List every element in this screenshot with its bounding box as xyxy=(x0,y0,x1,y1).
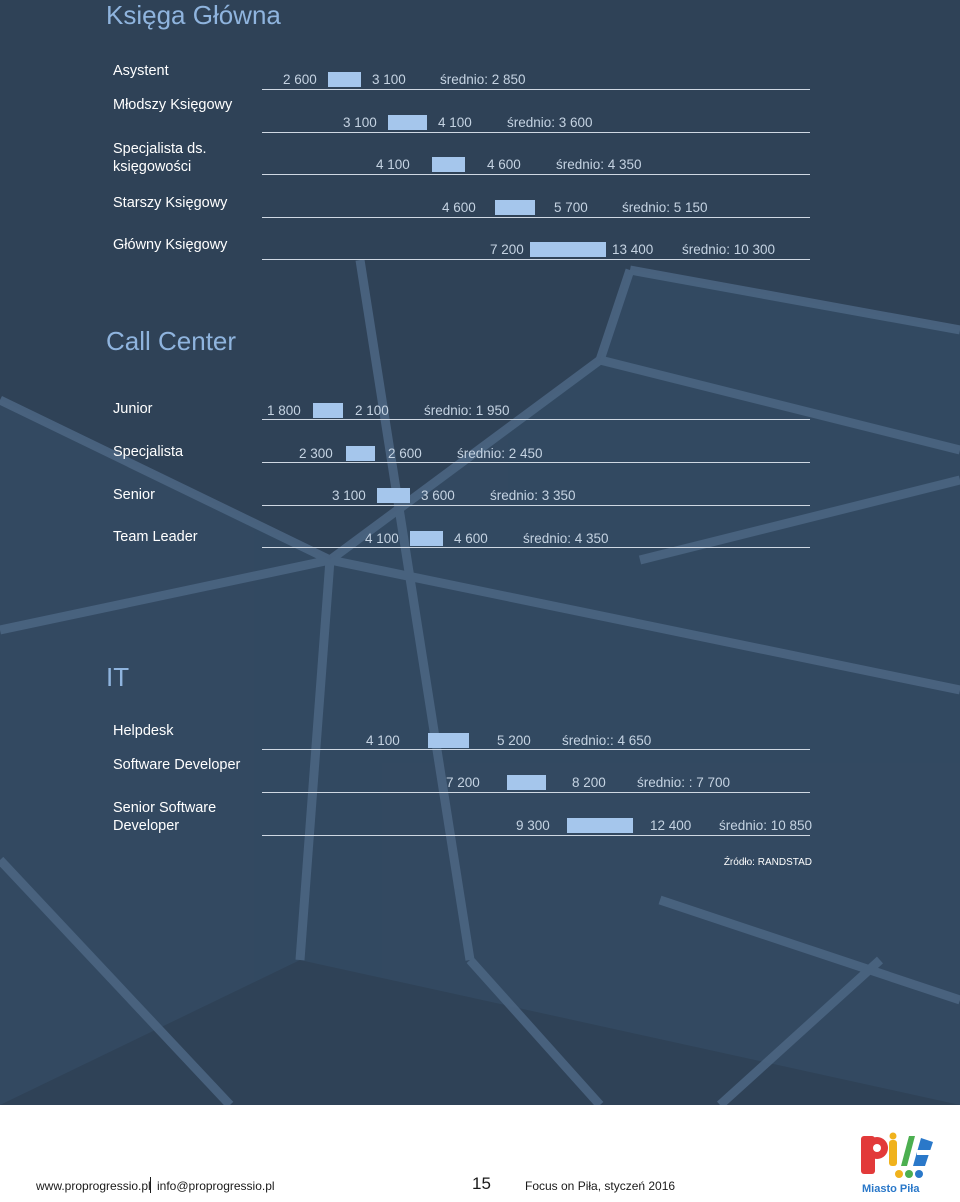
section-title-it: IT xyxy=(106,662,130,692)
max-value: 3 600 xyxy=(421,488,455,503)
max-value: 4 600 xyxy=(487,157,521,172)
min-value: 2 300 xyxy=(299,446,333,461)
row-label: Specjalista xyxy=(113,444,184,460)
max-value: 5 700 xyxy=(554,200,588,215)
row-rule xyxy=(262,835,810,836)
range-bar xyxy=(530,242,606,257)
row-rule xyxy=(262,174,810,175)
max-value: 13 400 xyxy=(612,242,654,257)
row-rule xyxy=(262,749,810,750)
max-value: 3 100 xyxy=(372,72,406,87)
footer-website-link[interactable]: www.proprogressio.pl xyxy=(36,1179,151,1193)
source-note: Źródło: RANDSTAD xyxy=(723,857,812,868)
max-value: 2 100 xyxy=(355,403,389,418)
range-bar xyxy=(432,157,465,172)
row-label: Software Developer xyxy=(113,757,241,773)
range-bar xyxy=(428,733,469,748)
row-label: Główny Księgowy xyxy=(113,237,228,253)
chart-panel: Księga Główna Asystent 2 600 3 100 średn… xyxy=(0,0,960,1105)
row-rule xyxy=(262,217,810,218)
row-label: Starszy Księgowy xyxy=(113,195,228,211)
row-rule xyxy=(262,547,810,548)
average-value: średnio: 4 350 xyxy=(523,531,609,546)
row-label: Specjalista ds. księgowości xyxy=(113,141,207,175)
range-bar xyxy=(506,775,546,790)
average-value: średnio: 2 450 xyxy=(457,446,543,461)
min-value: 3 100 xyxy=(332,488,366,503)
row-label: Junior xyxy=(113,401,153,417)
section-title-ksiega: Księga Główna xyxy=(106,0,281,30)
row-label: Helpdesk xyxy=(113,723,174,739)
row-label: Senior xyxy=(113,487,155,503)
range-bar xyxy=(566,818,634,833)
page-number: 15 xyxy=(472,1174,491,1193)
max-value: 4 100 xyxy=(438,115,472,130)
logo-text: Miasto Piła xyxy=(862,1183,920,1195)
section-title-callcenter: Call Center xyxy=(106,326,237,356)
average-value: średnio: 3 350 xyxy=(490,488,576,503)
footer-email-link[interactable]: info@proprogressio.pl xyxy=(157,1179,275,1193)
row-rule xyxy=(262,462,810,463)
range-bar xyxy=(494,200,536,215)
average-value: średnio: 10 850 xyxy=(719,818,813,833)
range-bar xyxy=(328,72,361,87)
row-rule xyxy=(262,419,810,420)
background-lines-decoration xyxy=(0,259,960,1105)
max-value: 2 600 xyxy=(388,446,422,461)
average-value: średnio: 10 300 xyxy=(682,242,776,257)
footer-publication: Focus on Piła, styczeń 2016 xyxy=(525,1179,676,1193)
row-rule xyxy=(262,132,810,133)
max-value: 5 200 xyxy=(497,733,531,748)
row-rule xyxy=(262,89,810,90)
min-value: 9 300 xyxy=(516,818,550,833)
min-value: 4 600 xyxy=(442,200,476,215)
miasto-pila-logo-icon xyxy=(861,1132,933,1178)
min-value: 7 200 xyxy=(490,242,524,257)
min-value: 2 600 xyxy=(283,72,317,87)
footer-separator xyxy=(150,1177,151,1193)
average-value: średnio: : 7 700 xyxy=(637,775,731,790)
row-label: Asystent xyxy=(113,63,169,79)
average-value: średnio:: 4 650 xyxy=(562,733,652,748)
range-bar xyxy=(377,488,410,503)
min-value: 4 100 xyxy=(365,531,399,546)
min-value: 1 800 xyxy=(267,403,301,418)
range-bar xyxy=(410,531,443,546)
min-value: 4 100 xyxy=(376,157,410,172)
min-value: 3 100 xyxy=(343,115,377,130)
range-bar xyxy=(345,446,376,461)
max-value: 4 600 xyxy=(454,531,488,546)
average-value: średnio: 2 850 xyxy=(440,72,526,87)
row-label: Team Leader xyxy=(113,529,198,545)
row-label: Senior Software Developer xyxy=(113,800,217,834)
average-value: średnio: 3 600 xyxy=(507,115,593,130)
min-value: 7 200 xyxy=(446,775,480,790)
average-value: średnio: 1 950 xyxy=(424,403,510,418)
max-value: 8 200 xyxy=(572,775,606,790)
row-label: Młodszy Księgowy xyxy=(113,97,233,113)
min-value: 4 100 xyxy=(366,733,400,748)
range-bar xyxy=(313,403,343,418)
row-rule xyxy=(262,259,810,260)
average-value: średnio: 5 150 xyxy=(622,200,708,215)
max-value: 12 400 xyxy=(650,818,692,833)
row-rule xyxy=(262,792,810,793)
row-rule xyxy=(262,505,810,506)
average-value: średnio: 4 350 xyxy=(556,157,642,172)
range-bar xyxy=(388,115,427,130)
